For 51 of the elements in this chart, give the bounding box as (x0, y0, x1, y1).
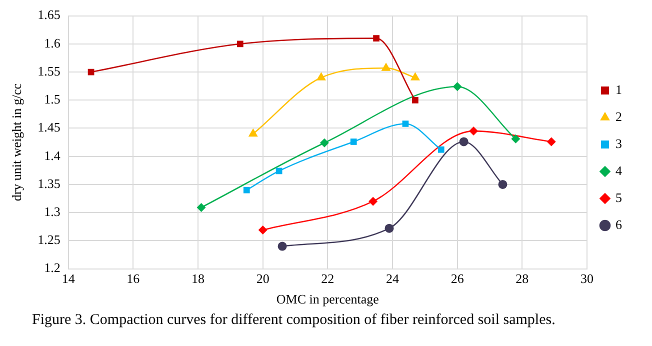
point (196, 203, 206, 212)
y-tick-label: 1.65 (38, 7, 60, 22)
x-tick-label: 30 (580, 271, 594, 286)
x-tick-label: 20 (256, 271, 270, 286)
y-tick-label: 1.5 (44, 92, 60, 107)
point (546, 137, 556, 146)
y-tick-label: 1.3 (44, 204, 60, 219)
point (410, 72, 420, 80)
point (243, 186, 250, 194)
legend-label: 2 (616, 108, 622, 124)
point (278, 242, 287, 251)
y-tick-label: 1.2 (44, 260, 60, 276)
point (381, 62, 391, 71)
y-axis-title: dry unit weight in g/cc (9, 83, 24, 202)
x-tick-label: 18 (192, 271, 205, 286)
point (248, 128, 258, 137)
point (384, 224, 394, 233)
x-tick-label: 22 (321, 271, 334, 286)
legend-label: 3 (616, 136, 622, 151)
point (459, 137, 468, 146)
point (316, 72, 326, 80)
y-tick-label: 1.45 (38, 120, 60, 135)
point (402, 120, 409, 127)
legend-label: 1 (616, 82, 622, 97)
x-tick-label: 16 (126, 271, 140, 286)
point (511, 134, 520, 144)
point (373, 35, 380, 42)
point (236, 40, 244, 48)
point (368, 196, 378, 206)
caption: Figure 3. Compaction curves for different composition of fiber reinforced soil samples. (32, 312, 556, 329)
legend-label: 4 (616, 162, 622, 178)
point (412, 96, 418, 104)
y-tick-label: 1.55 (38, 63, 60, 78)
x-axis-title: OMC in percentage (276, 292, 380, 307)
legend-label: 6 (616, 216, 622, 232)
point (498, 180, 508, 189)
point (350, 138, 357, 145)
point (469, 126, 478, 136)
point (452, 82, 462, 92)
x-tick-label: 26 (450, 271, 464, 286)
point (258, 226, 268, 235)
legend-label: 5 (616, 190, 622, 205)
y-tick-label: 1.4 (44, 148, 61, 163)
y-tick-label: 1.35 (38, 176, 60, 191)
point (320, 138, 329, 148)
x-tick-label: 14 (62, 271, 76, 286)
y-tick-label: 1.6 (44, 35, 61, 50)
y-tick-label: 1.25 (38, 232, 60, 248)
x-tick-label: 24 (386, 271, 400, 286)
x-tick-label: 28 (516, 271, 529, 286)
point (438, 146, 444, 153)
